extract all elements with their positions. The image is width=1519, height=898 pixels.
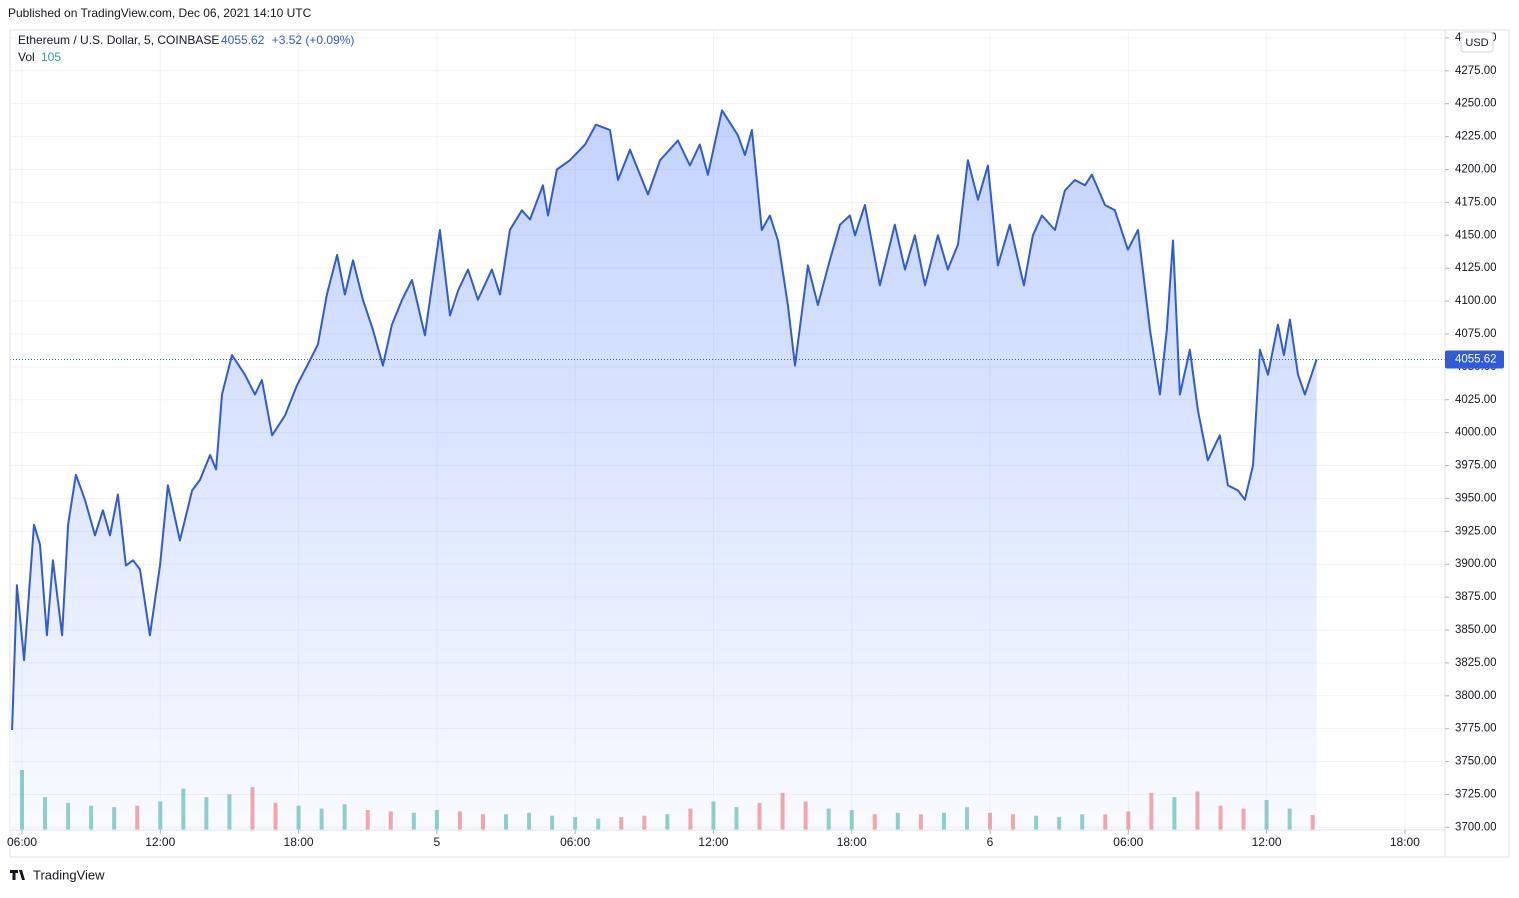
brand-logo (10, 870, 25, 880)
y-tick-label: 3950.00 (1455, 492, 1497, 504)
x-tick-label: 06:00 (560, 835, 590, 849)
last-price-tag-label: 4055.62 (1455, 353, 1497, 365)
published-note: Published on TradingView.com, Dec 06, 20… (8, 6, 312, 20)
price-change: +3.52 (+0.09%) (272, 33, 355, 47)
chart-frame (9, 29, 1510, 858)
x-tick-label: 6 (987, 835, 994, 849)
price-area (12, 110, 1317, 830)
currency-label[interactable]: USD (1465, 37, 1488, 49)
y-tick-label: 4200.00 (1455, 164, 1497, 176)
volume-label: Vol (18, 50, 35, 64)
y-tick-label: 3775.00 (1455, 723, 1497, 735)
last-price: 4055.62 (221, 33, 265, 47)
y-tick-label: 4225.00 (1455, 131, 1497, 143)
x-tick-label: 12:00 (698, 835, 728, 849)
brand-name: TradingView (33, 867, 105, 882)
last-price-tag (1445, 350, 1504, 369)
y-tick-label: 3725.00 (1455, 789, 1497, 801)
y-tick-label: 3875.00 (1455, 591, 1497, 603)
y-tick-label: 4000.00 (1455, 427, 1497, 439)
volume-value: 105 (41, 50, 61, 64)
chart-title: Ethereum / U.S. Dollar, 5, COINBASE (18, 33, 219, 47)
y-tick-label: 4075.00 (1455, 328, 1497, 340)
y-tick-label: 3850.00 (1455, 624, 1497, 636)
y-tick-label: 3925.00 (1455, 525, 1497, 537)
y-tick-label: 3750.00 (1455, 756, 1497, 768)
y-tick-label: 4175.00 (1455, 196, 1497, 208)
x-tick-label: 5 (434, 835, 441, 849)
y-tick-label: 3975.00 (1455, 460, 1497, 472)
x-tick-label: 06:00 (7, 835, 37, 849)
x-tick-label: 12:00 (145, 835, 175, 849)
y-tick-label: 3825.00 (1455, 657, 1497, 669)
x-tick-label: 18:00 (1390, 835, 1420, 849)
y-tick-label: 4025.00 (1455, 394, 1497, 406)
y-tick-label: 3800.00 (1455, 690, 1497, 702)
y-tick-label: 3900.00 (1455, 558, 1497, 570)
x-tick-label: 06:00 (1113, 835, 1143, 849)
price-line (11, 109, 1318, 731)
y-tick-label: 4250.00 (1455, 98, 1497, 110)
x-tick-label: 12:00 (1252, 835, 1282, 849)
x-tick-label: 18:00 (837, 835, 867, 849)
x-tick-label: 18:00 (284, 835, 314, 849)
y-tick-label: 4150.00 (1455, 229, 1497, 241)
y-tick-label: 4125.00 (1455, 262, 1497, 274)
y-tick-label: 4100.00 (1455, 295, 1497, 307)
y-tick-label: 3700.00 (1455, 821, 1497, 833)
currency-badge[interactable]: USD (1460, 31, 1494, 53)
y-tick-label: 4275.00 (1455, 65, 1497, 77)
